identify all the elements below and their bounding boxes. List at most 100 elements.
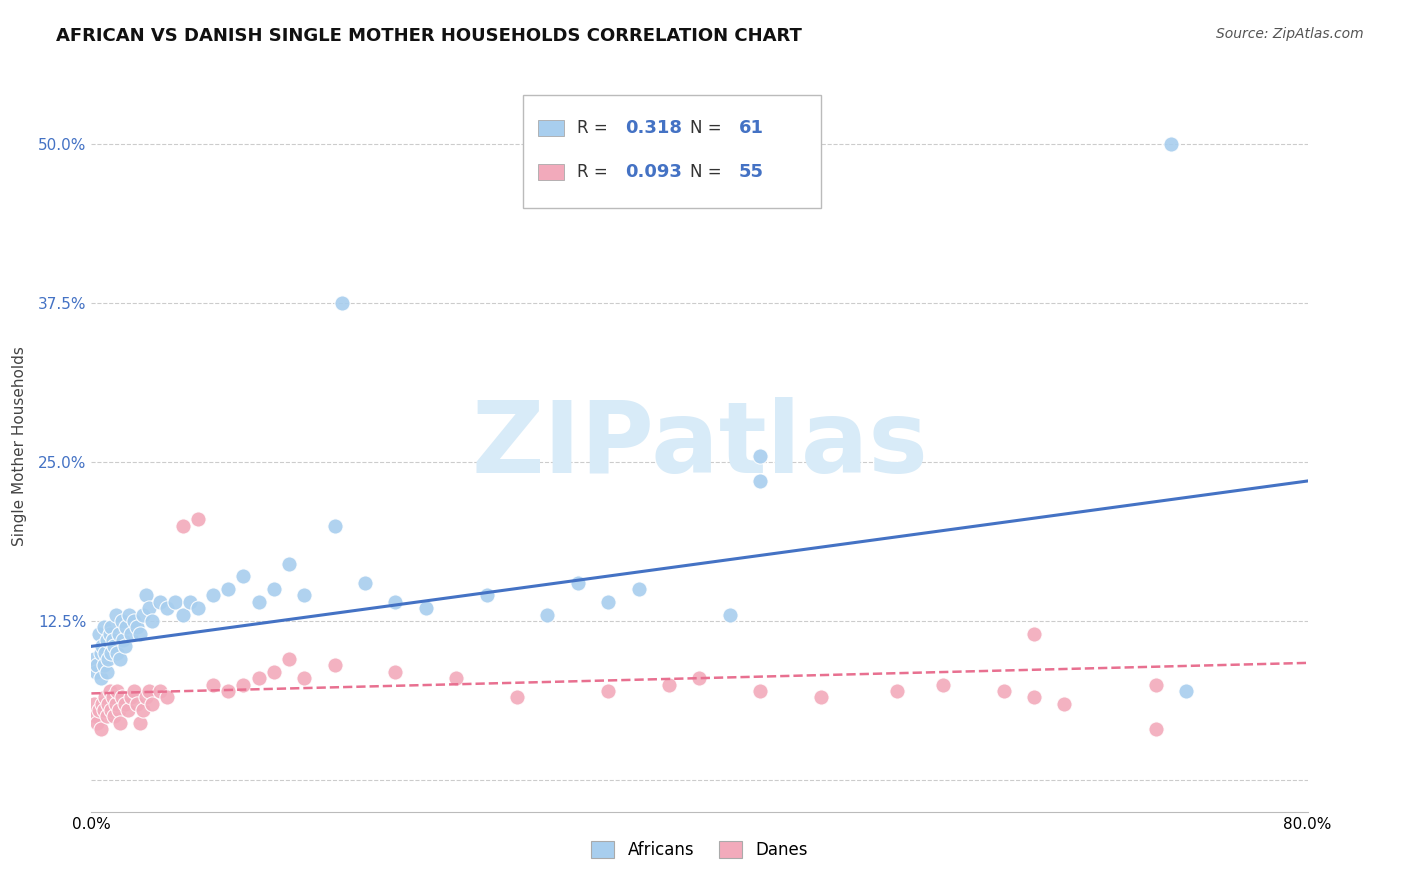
Point (98, 626, 121, 640)
Point (89, 671, 111, 685)
Point (217, 582, 239, 596)
Point (120, 626, 142, 640)
Text: 0.093: 0.093 (626, 162, 682, 181)
Point (688, 671, 710, 685)
Point (100, 703, 122, 717)
Point (89, 722, 111, 736)
Point (105, 646, 128, 660)
Point (323, 518, 346, 533)
Point (187, 601, 209, 615)
Point (1174, 684, 1197, 698)
Point (84, 665, 107, 679)
Point (598, 684, 620, 698)
Point (94, 646, 117, 660)
Point (172, 607, 194, 622)
Bar (537, 120, 564, 136)
Point (627, 582, 650, 596)
Point (156, 601, 179, 615)
Point (89, 646, 111, 660)
Point (83, 697, 105, 711)
Point (232, 569, 254, 583)
Point (117, 703, 139, 717)
Point (163, 595, 186, 609)
Text: N =: N = (690, 119, 727, 136)
Point (118, 607, 141, 622)
Point (84, 709, 107, 723)
Point (115, 620, 138, 634)
Point (202, 677, 225, 691)
Point (1144, 722, 1167, 736)
Point (101, 632, 124, 647)
Point (749, 474, 772, 488)
Point (187, 512, 209, 526)
Point (202, 589, 225, 603)
Point (278, 652, 301, 666)
Point (718, 607, 741, 622)
Point (292, 589, 315, 603)
Point (156, 690, 179, 705)
Point (129, 715, 152, 730)
Point (120, 690, 142, 705)
Point (567, 575, 589, 590)
Point (91, 697, 114, 711)
Point (96, 665, 118, 679)
Point (354, 575, 377, 590)
Text: R =: R = (576, 119, 613, 136)
Point (100, 646, 122, 660)
Point (1022, 690, 1045, 705)
Point (97, 652, 120, 666)
Text: 0.318: 0.318 (626, 119, 682, 136)
Point (122, 684, 145, 698)
Point (129, 626, 152, 640)
Point (1022, 626, 1045, 640)
Point (114, 640, 136, 654)
Point (598, 595, 620, 609)
Point (104, 697, 127, 711)
Point (135, 589, 157, 603)
Point (125, 620, 148, 634)
Point (138, 601, 160, 615)
Point (93, 703, 115, 717)
Point (83, 652, 105, 666)
Point (132, 703, 155, 717)
Point (141, 697, 163, 711)
Text: 55: 55 (738, 162, 763, 181)
Point (86, 658, 108, 673)
Point (1144, 677, 1167, 691)
Point (536, 607, 558, 622)
Point (107, 626, 129, 640)
Point (94, 690, 117, 705)
Point (384, 665, 406, 679)
Point (384, 595, 406, 609)
Point (292, 671, 315, 685)
Point (172, 518, 194, 533)
Point (217, 684, 239, 698)
Point (149, 684, 172, 698)
Point (444, 671, 467, 685)
Point (103, 640, 125, 654)
Point (658, 677, 681, 691)
Point (263, 665, 285, 679)
Point (141, 614, 163, 628)
Point (232, 677, 254, 691)
Point (415, 601, 437, 615)
Bar (537, 163, 564, 180)
FancyBboxPatch shape (523, 95, 821, 209)
Point (1160, 136, 1182, 151)
Point (87, 703, 110, 717)
Point (86, 715, 108, 730)
Point (98, 684, 121, 698)
Point (125, 697, 148, 711)
Point (104, 607, 127, 622)
Point (101, 690, 124, 705)
Point (87, 626, 110, 640)
Point (107, 703, 129, 717)
Point (96, 632, 118, 647)
Point (114, 697, 136, 711)
Point (506, 690, 529, 705)
Point (330, 296, 353, 310)
Point (110, 715, 132, 730)
Point (96, 709, 118, 723)
Text: R =: R = (576, 162, 613, 181)
Text: N =: N = (690, 162, 727, 181)
